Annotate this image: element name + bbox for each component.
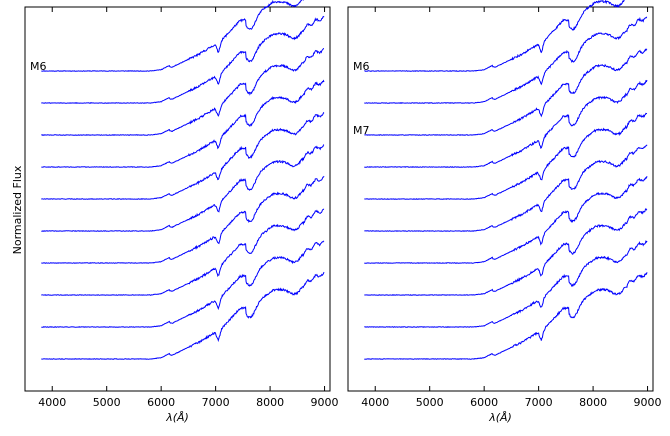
x-tick-label: 9000 xyxy=(634,396,662,409)
right-spectrum-line xyxy=(364,272,648,360)
right-x-axis-label: λ(Å) xyxy=(488,411,512,424)
y-axis-label: Normalized Flux xyxy=(11,165,24,254)
right-spectrum-line xyxy=(364,0,625,72)
x-tick-label: 8000 xyxy=(579,396,607,409)
left-spectrum-line xyxy=(41,48,324,136)
right-spectrum-line xyxy=(364,48,648,136)
x-tick-label: 6000 xyxy=(470,396,498,409)
left-spectrum-line xyxy=(41,144,325,232)
left-panel: 4000 5000 6000 7000 8000 9000 λ(Å) M6 xyxy=(24,0,339,424)
left-spectrum-line xyxy=(41,271,325,360)
x-tick-label: 9000 xyxy=(311,396,339,409)
right-spectrum-line xyxy=(364,240,648,328)
right-spectrum-line xyxy=(364,112,648,200)
left-spectrum-line xyxy=(41,240,325,328)
right-spectrum-line xyxy=(364,207,648,296)
x-tick-label: 6000 xyxy=(147,396,175,409)
left-spectrum-line xyxy=(41,175,325,264)
left-spectrum-line xyxy=(41,111,325,200)
left-spectrum-line xyxy=(41,15,325,104)
left-spectrum-line xyxy=(41,79,325,168)
x-tick-label: 4000 xyxy=(38,396,66,409)
spectral-type-label: M6 xyxy=(353,60,370,73)
right-panel: 4000 5000 6000 7000 8000 9000 λ(Å) M6 M7 xyxy=(347,0,662,424)
left-spectrum-line xyxy=(41,0,304,72)
spectral-type-label: M7 xyxy=(353,124,370,137)
left-x-axis-label: λ(Å) xyxy=(165,411,189,424)
x-tick-label: 5000 xyxy=(93,396,121,409)
x-tick-label: 8000 xyxy=(256,396,284,409)
spectral-type-label: M6 xyxy=(30,60,47,73)
left-plot-frame xyxy=(24,6,331,392)
x-tick-label: 7000 xyxy=(525,396,553,409)
x-tick-label: 4000 xyxy=(361,396,389,409)
right-spectrum-line xyxy=(364,79,648,168)
right-spectrum-line xyxy=(364,176,648,264)
x-tick-label: 7000 xyxy=(202,396,230,409)
x-tick-label: 5000 xyxy=(416,396,444,409)
right-spectrum-line xyxy=(364,16,648,104)
left-spectrum-line xyxy=(41,208,325,296)
right-spectrum-line xyxy=(364,144,648,232)
right-plot-frame xyxy=(347,6,654,392)
